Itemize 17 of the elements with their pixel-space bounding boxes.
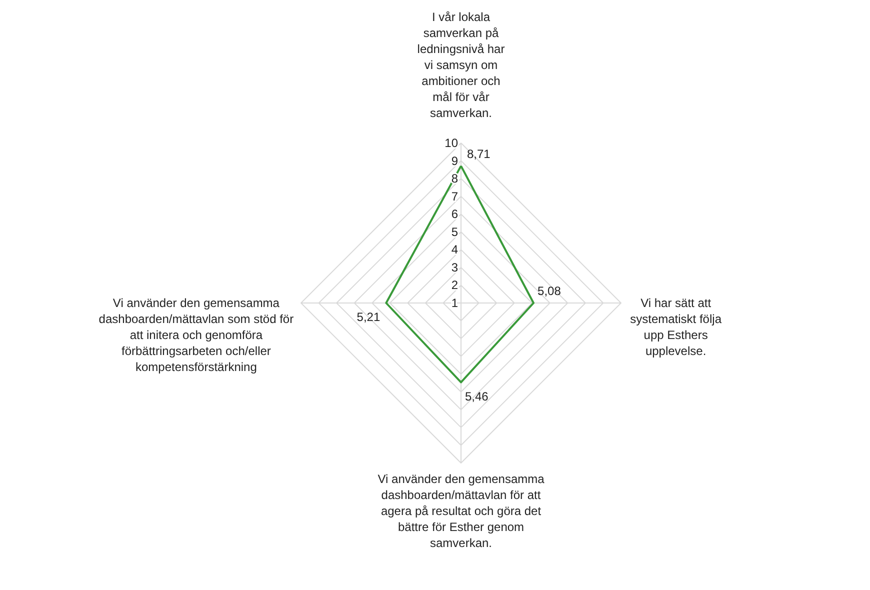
y-tick-label: 3	[451, 260, 458, 274]
data-label: 5,21	[356, 310, 380, 324]
y-tick-label: 10	[444, 136, 458, 150]
spoke-label: Vi använder den gemensamma dashboarden/mättavlan som stöd för att initera och genomföra förbättringsarbeten och/eller kompetensförstärkning	[98, 296, 294, 374]
spoke-label: Vi använder den gemensamma dashboarden/mättavlan för att agera på resultat och göra det bättre för Esther genom samverkan.	[378, 472, 545, 550]
y-tick-label: 1	[451, 296, 458, 310]
y-tick-label: 5	[451, 224, 458, 239]
y-tick-label: 4	[451, 242, 458, 257]
data-label: 5,08	[538, 284, 562, 298]
spoke-label: I vår lokala samverkan på ledningsnivå har vi samsyn om ambitioner och mål för vår samverkan.	[417, 10, 505, 120]
spoke-label: Vi har sätt att systematiskt följa upp Esthers upplevelse.	[630, 296, 722, 358]
data-label: 5,46	[465, 389, 489, 404]
y-tick-label: 2	[451, 278, 458, 292]
data-label: 8,71	[467, 146, 491, 161]
y-tick-label: 7	[451, 189, 458, 204]
y-tick-label: 6	[451, 207, 458, 222]
y-tick-label: 9	[451, 154, 458, 168]
